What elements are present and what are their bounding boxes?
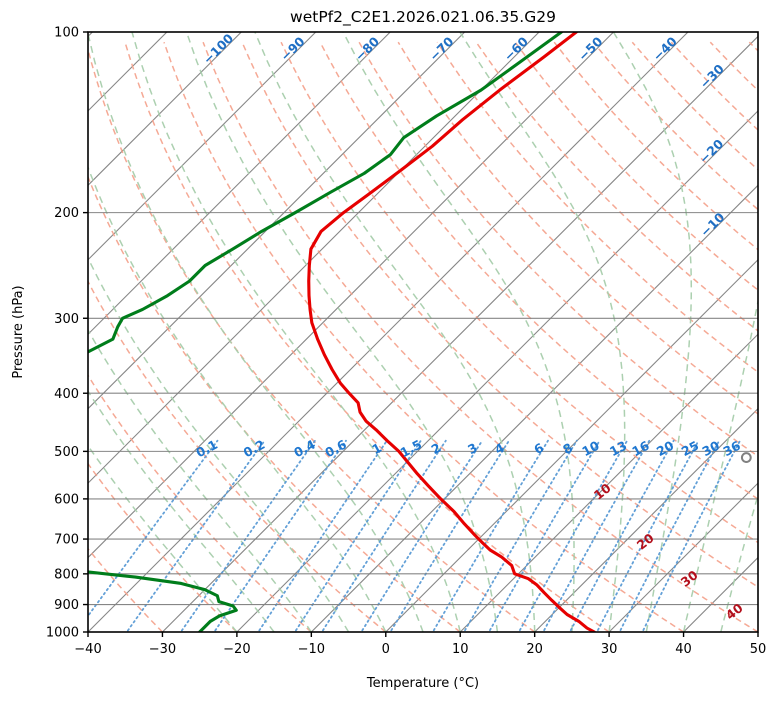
y-tick-label: 300	[54, 312, 79, 327]
moist-adiabat-line	[88, 256, 350, 632]
dry-adiabat-line	[241, 41, 758, 588]
x-tick-label: 40	[675, 642, 692, 657]
dewpoint-profile	[88, 32, 563, 632]
isotherm-line	[608, 482, 758, 632]
y-tick-label: 100	[54, 26, 79, 41]
mixing-ratio-line	[568, 439, 675, 632]
background-grid-lines	[88, 32, 758, 632]
x-tick-label: 50	[750, 642, 767, 657]
y-tick-label: 500	[54, 445, 79, 460]
moist-adiabat-line	[88, 328, 312, 632]
isotherm-line	[88, 32, 540, 484]
dry-adiabat-line	[88, 46, 536, 632]
mixing-ratio-line	[213, 439, 347, 632]
x-tick-label: 30	[601, 642, 618, 657]
y-tick-label: 600	[54, 492, 79, 507]
markers-group	[740, 452, 752, 463]
dry-adiabat-line	[319, 41, 758, 500]
x-tick-label: −30	[149, 642, 176, 657]
moist-adiabat-line	[254, 32, 536, 632]
mixing-ratio-line	[431, 439, 549, 632]
isotherm-line	[310, 184, 758, 632]
moist-adiabat-line	[612, 32, 693, 632]
dry-adiabat-line	[358, 41, 758, 458]
isotherm-line	[385, 258, 758, 632]
mixing-ratio-label: 36	[721, 438, 744, 460]
mixing-ratio-line	[179, 439, 316, 632]
moist-adiabat-line	[88, 389, 275, 632]
mixing-ratio-line	[88, 439, 219, 618]
dry-adiabat-line	[88, 174, 461, 632]
x-tick-label: 0	[382, 642, 390, 657]
moist-adiabat-line	[682, 297, 758, 632]
lcl-marker	[740, 452, 752, 463]
moist-adiabat-line	[131, 32, 461, 632]
dry-adiabat-line	[88, 279, 387, 632]
dry-adiabat-line	[163, 41, 685, 632]
mixing-ratio-label: 25	[679, 438, 701, 459]
plot-border	[87, 31, 759, 633]
dry-adiabat-line	[475, 41, 758, 332]
mixing-ratio-label: 20	[654, 438, 677, 460]
dry-adiabat-line	[397, 41, 758, 415]
dry-adiabat-line	[88, 374, 312, 632]
isotherm-line	[88, 32, 317, 261]
y-tick-label: 700	[54, 533, 79, 548]
isotherm-line	[459, 333, 758, 632]
mixing-ratio-line	[125, 439, 266, 632]
y-tick-label: 800	[54, 567, 79, 582]
mixing-ratio-line	[641, 439, 741, 632]
x-axis-label: Temperature (°C)	[366, 676, 479, 691]
mixing-ratio-label: 16	[629, 438, 652, 460]
mixing-ratio-label: 30	[700, 438, 723, 460]
x-tick-label: −40	[74, 642, 101, 657]
mixing-ratio-line	[487, 439, 601, 632]
x-tick-label: 20	[526, 642, 543, 657]
dry-adiabat-line	[88, 462, 238, 632]
isotherm-line	[162, 35, 758, 632]
isotherm-line	[88, 32, 391, 336]
sounding-curves	[88, 32, 596, 632]
x-tick-label: −10	[298, 642, 325, 657]
mixing-ratio-label: 10	[579, 438, 602, 460]
mixing-ratio-line	[517, 439, 628, 632]
x-tick-label: 10	[452, 642, 469, 657]
moist-adiabat-line	[459, 32, 626, 632]
moist-adiabat-line	[88, 165, 387, 632]
mixing-ratio-line	[320, 439, 447, 632]
y-axis-label: Pressure (hPa)	[11, 285, 26, 378]
mixing-ratio-line	[462, 439, 578, 632]
isotherm-line	[236, 110, 758, 632]
x-tick-label: −20	[223, 642, 250, 657]
page-title: wetPf2_C2E1.2026.021.06.35.G29	[290, 8, 556, 27]
moist-adiabat-line	[342, 32, 575, 632]
mixing-ratio-line	[360, 439, 484, 632]
dry-adiabat-line	[436, 41, 758, 374]
isotherm-line	[88, 32, 466, 410]
mixing-ratio-line	[257, 439, 388, 632]
mixing-ratio-line	[389, 439, 510, 632]
y-tick-label: 1000	[46, 626, 79, 641]
mixing-ratio-line	[293, 439, 422, 632]
dry-adiabat-line	[514, 41, 758, 291]
mixing-ratio-label: 13	[607, 438, 629, 459]
isotherm-line	[88, 32, 242, 187]
isotherm-line	[534, 407, 758, 632]
moist-adiabat-line	[185, 32, 499, 632]
mixing-ratio-line	[595, 439, 700, 632]
y-tick-label: 200	[54, 206, 79, 221]
y-tick-label: 900	[54, 598, 79, 613]
dry-adiabat-line	[124, 41, 610, 632]
dry-adiabat-line	[280, 41, 758, 544]
moist-adiabat-line	[88, 32, 424, 632]
temperature-profile	[307, 32, 596, 632]
mixing-ratio-line	[618, 439, 721, 632]
y-tick-label: 400	[54, 387, 79, 402]
mixing-ratio-line	[542, 439, 651, 632]
